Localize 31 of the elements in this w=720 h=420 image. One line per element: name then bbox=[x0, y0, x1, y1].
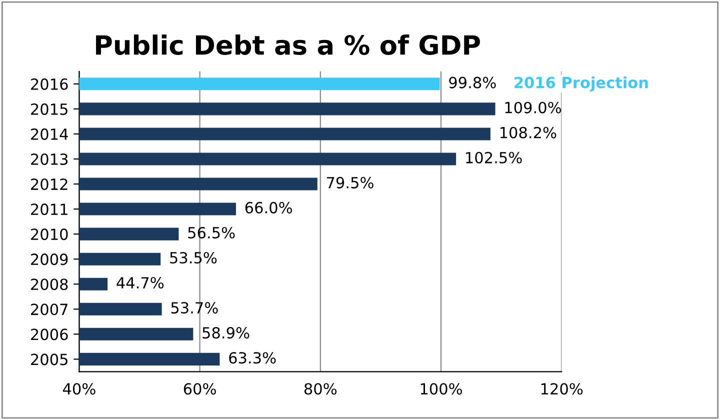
data-label: 56.5% bbox=[188, 226, 235, 238]
x-tick-label: 40% bbox=[62, 383, 96, 395]
x-tick-label: 100% bbox=[420, 383, 462, 395]
data-label: 44.7% bbox=[116, 276, 164, 289]
y-tick-label: 2009 bbox=[31, 254, 68, 266]
data-label: 53.5% bbox=[170, 252, 217, 264]
data-label: 99.8% bbox=[449, 76, 496, 88]
data-label: 79.5% bbox=[326, 176, 374, 188]
y-tick-label: 2015 bbox=[31, 103, 68, 115]
y-tick-label: 2012 bbox=[31, 178, 68, 190]
y-tick-label: 2010 bbox=[31, 228, 68, 240]
data-label: 109.0% bbox=[505, 102, 562, 114]
y-tick-label: 2006 bbox=[31, 328, 68, 340]
x-tick-label: 80% bbox=[304, 383, 337, 395]
x-tick-label: 120% bbox=[541, 383, 583, 395]
x-tick-label: 60% bbox=[184, 383, 216, 395]
y-tick-label: 2007 bbox=[31, 304, 68, 316]
y-tick-label: 2005 bbox=[31, 354, 68, 366]
annotation: 2016 Projection bbox=[514, 76, 648, 92]
y-tick-label: 2014 bbox=[31, 128, 68, 140]
data-label: 66.0% bbox=[245, 202, 292, 214]
data-label: 53.7% bbox=[171, 302, 218, 314]
data-label: 63.3% bbox=[229, 352, 276, 364]
y-tick-label: 2016 bbox=[31, 78, 68, 90]
data-label: 108.2% bbox=[500, 126, 556, 138]
data-label: 58.9% bbox=[202, 327, 250, 339]
chart-title: Public Debt as a % of GDP bbox=[96, 34, 480, 55]
data-label: 102.5% bbox=[466, 152, 522, 164]
y-tick-label: 2011 bbox=[31, 204, 68, 216]
y-tick-label: 2013 bbox=[31, 153, 68, 166]
y-tick-label: 2008 bbox=[31, 278, 68, 290]
